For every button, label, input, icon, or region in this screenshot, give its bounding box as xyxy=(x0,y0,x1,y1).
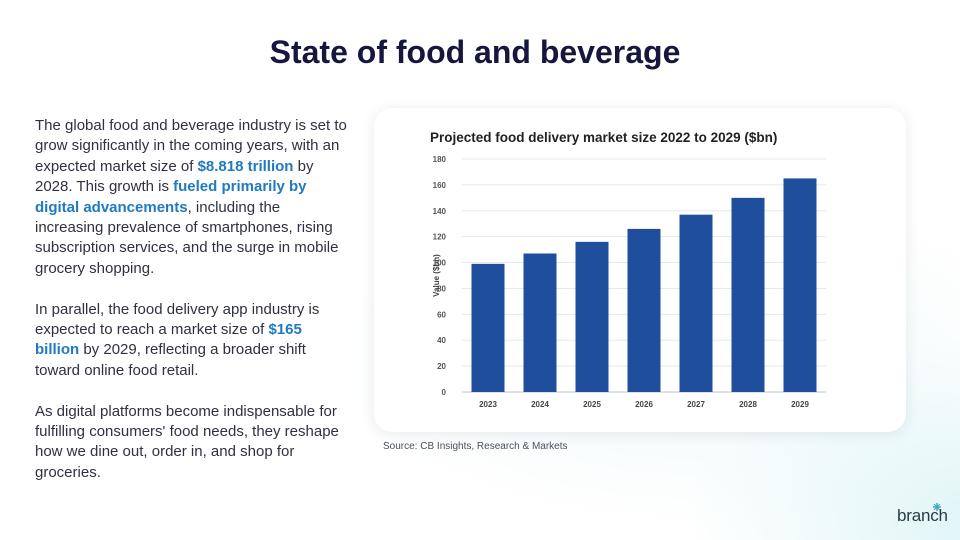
logo-text: branch xyxy=(897,506,948,525)
p1-highlight-2: fueled primarily by digital advancements xyxy=(35,178,307,216)
paragraph-2: In parallel, the food delivery app indus… xyxy=(35,300,347,382)
x-tick-label: 2028 xyxy=(739,400,757,409)
y-tick-label: 0 xyxy=(442,388,447,397)
bar xyxy=(471,263,505,392)
y-tick-label: 140 xyxy=(433,207,447,216)
p1-text-2: by 2028. This growth is xyxy=(35,157,314,196)
p3-text: As digital platforms become indispensabl… xyxy=(35,402,339,481)
y-tick-label: 20 xyxy=(437,362,446,371)
p2-text-1: In parallel, the food delivery app indus… xyxy=(35,300,320,339)
x-tick-label: 2027 xyxy=(687,400,705,409)
sparkle-icon xyxy=(933,503,941,511)
y-tick-label: 60 xyxy=(437,310,446,319)
x-tick-label: 2026 xyxy=(635,400,653,409)
x-tick-label: 2025 xyxy=(583,400,601,409)
bar xyxy=(627,228,661,392)
p1-text-1: The global food and beverage industry is… xyxy=(35,117,347,175)
page-title: State of food and beverage xyxy=(269,34,681,70)
y-axis-label: Value ($bn) xyxy=(432,254,441,297)
x-tick-label: 2024 xyxy=(531,400,549,409)
bar xyxy=(731,197,765,392)
x-tick-label: 2029 xyxy=(791,400,809,409)
y-tick-label: 80 xyxy=(437,284,446,293)
x-tick-label: 2023 xyxy=(479,400,497,409)
body-text: The global food and beverage industry is… xyxy=(35,116,347,504)
bar xyxy=(783,178,817,392)
branch-logo: branch xyxy=(897,506,948,526)
y-tick-label: 120 xyxy=(433,233,447,242)
p1-text-3: , including the increasing prevalence of… xyxy=(35,198,339,277)
paragraph-3: As digital platforms become indispensabl… xyxy=(35,402,347,484)
p2-highlight-1: $165 billion xyxy=(35,321,302,359)
bar xyxy=(679,214,713,392)
y-tick-label: 100 xyxy=(433,259,447,268)
paragraph-1: The global food and beverage industry is… xyxy=(35,116,347,279)
bar xyxy=(575,241,609,392)
chart-title: Projected food delivery market size 2022… xyxy=(430,130,778,145)
y-tick-label: 160 xyxy=(433,181,447,190)
p1-highlight-1: $8.818 trillion xyxy=(197,157,294,175)
chart-card: Projected food delivery market size 2022… xyxy=(374,108,906,432)
bar xyxy=(523,253,557,392)
source-note: Source: CB Insights, Research & Markets xyxy=(383,441,568,452)
y-tick-label: 180 xyxy=(433,155,447,164)
y-tick-label: 40 xyxy=(437,336,446,345)
p2-text-2: by 2029, reflecting a broader shift towa… xyxy=(35,341,306,379)
bar-chart: 0 20 40 60 80 100 120 140 160 180 2023 2024 2025 2026… xyxy=(432,155,826,409)
